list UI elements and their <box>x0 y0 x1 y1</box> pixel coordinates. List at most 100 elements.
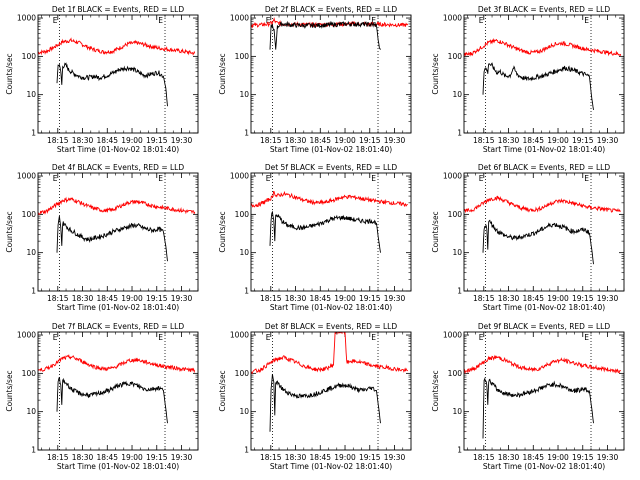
panel-title: Det 8f BLACK = Events, RED = LLD <box>265 322 398 331</box>
y-axis-label: Counts/sec <box>5 53 14 94</box>
x-tick-label: 19:00 <box>121 453 143 462</box>
panel-title: Det 7f BLACK = Events, RED = LLD <box>52 322 185 331</box>
time-marker-label: E <box>53 16 58 25</box>
x-tick-label: 19:30 <box>171 294 193 303</box>
x-tick-label: 19:30 <box>171 453 193 462</box>
x-tick-label: 18:45 <box>309 453 331 462</box>
x-tick-label: 18:30 <box>498 136 520 145</box>
x-tick-label: 18:30 <box>285 136 307 145</box>
detector-panel-6: Det 6f BLACK = Events, RED = LLD Counts/s… <box>431 163 625 312</box>
x-tick-label: 18:45 <box>309 136 331 145</box>
x-tick-label: 18:45 <box>309 294 331 303</box>
lld-series-line <box>251 190 408 208</box>
time-marker-label: E <box>584 174 589 183</box>
x-tick-label: 18:30 <box>285 294 307 303</box>
x-tick-label: 19:15 <box>146 453 168 462</box>
y-tick-label: 1 <box>31 129 36 138</box>
x-tick-label: 19:00 <box>547 294 569 303</box>
events-series-line <box>269 374 381 432</box>
x-axis-label: Start Time (01-Nov-02 18:01:40) <box>57 303 179 312</box>
detector-panel-5: Det 5f BLACK = Events, RED = LLD Counts/s… <box>218 163 412 312</box>
y-axis-label: Counts/sec <box>5 211 14 252</box>
panel-title: Det 9f BLACK = Events, RED = LLD <box>478 322 611 331</box>
y-tick-label: 10 <box>452 90 462 99</box>
y-tick-label: 1 <box>31 446 36 455</box>
time-marker-label: E <box>158 16 163 25</box>
x-tick-label: 19:15 <box>572 136 594 145</box>
plot-frame <box>463 331 625 451</box>
time-marker-label: E <box>158 174 163 183</box>
x-tick-label: 18:30 <box>72 294 94 303</box>
y-tick-label: 1000 <box>230 14 249 23</box>
x-tick-label: 19:00 <box>121 136 143 145</box>
x-axis-label: Start Time (01-Nov-02 18:01:40) <box>57 462 179 471</box>
x-tick-label: 18:45 <box>96 453 118 462</box>
y-tick-label: 1000 <box>17 331 36 340</box>
x-axis-label: Start Time (01-Nov-02 18:01:40) <box>57 145 179 154</box>
y-tick-label: 10 <box>239 90 249 99</box>
x-axis-label: Start Time (01-Nov-02 18:01:40) <box>270 462 392 471</box>
lld-series-line <box>464 37 622 57</box>
y-tick-label: 1000 <box>17 14 36 23</box>
plot-frame <box>463 14 625 134</box>
detector-panel-9: Det 9f BLACK = Events, RED = LLD Counts/s… <box>431 322 625 471</box>
y-tick-label: 1000 <box>230 172 249 181</box>
y-tick-label: 10 <box>452 407 462 416</box>
time-marker-label: E <box>584 16 589 25</box>
time-marker-label: E <box>266 16 271 25</box>
time-marker-label: E <box>266 333 271 342</box>
y-tick-label: 1 <box>244 129 249 138</box>
events-series-line <box>269 20 381 50</box>
y-axis-label: Counts/sec <box>5 370 14 411</box>
y-tick-label: 10 <box>26 248 36 257</box>
x-axis-label: Start Time (01-Nov-02 18:01:40) <box>270 303 392 312</box>
lld-series-line <box>251 332 409 375</box>
x-axis-label: Start Time (01-Nov-02 18:01:40) <box>483 462 605 471</box>
x-tick-label: 18:30 <box>72 136 94 145</box>
time-marker-label: E <box>371 333 376 342</box>
y-tick-label: 100 <box>235 210 250 219</box>
plot-frame <box>250 331 412 451</box>
x-tick-label: 19:30 <box>597 136 619 145</box>
x-tick-label: 18:30 <box>72 453 94 462</box>
x-axis-label: Start Time (01-Nov-02 18:01:40) <box>483 303 605 312</box>
plot-frame <box>250 14 412 134</box>
x-axis-label: Start Time (01-Nov-02 18:01:40) <box>483 145 605 154</box>
events-series-line <box>482 377 594 439</box>
x-tick-label: 18:30 <box>285 453 307 462</box>
panel-title: Det 4f BLACK = Events, RED = LLD <box>52 163 185 172</box>
x-tick-label: 18:15 <box>260 453 282 462</box>
y-axis-label: Counts/sec <box>431 53 440 94</box>
panel-title: Det 5f BLACK = Events, RED = LLD <box>265 163 398 172</box>
lld-series-line <box>38 37 196 56</box>
x-tick-label: 19:30 <box>384 453 406 462</box>
time-marker-label: E <box>371 16 376 25</box>
y-tick-label: 10 <box>239 407 249 416</box>
x-tick-label: 19:00 <box>547 453 569 462</box>
plot-frame <box>37 14 199 134</box>
time-marker-label: E <box>371 174 376 183</box>
x-tick-label: 18:45 <box>96 136 118 145</box>
x-tick-label: 18:45 <box>522 136 544 145</box>
y-tick-label: 10 <box>452 248 462 257</box>
x-tick-label: 18:15 <box>47 136 69 145</box>
x-tick-label: 19:15 <box>572 294 594 303</box>
x-tick-label: 19:30 <box>597 453 619 462</box>
y-tick-label: 100 <box>22 369 37 378</box>
time-marker-label: E <box>158 333 163 342</box>
y-tick-label: 10 <box>26 407 36 416</box>
detector-panel-3: Det 3f BLACK = Events, RED = LLD Counts/s… <box>431 5 625 154</box>
detector-panel-7: Det 7f BLACK = Events, RED = LLD Counts/s… <box>5 322 199 471</box>
time-marker-label: E <box>53 174 58 183</box>
lld-series-line <box>38 354 196 374</box>
time-marker-label: E <box>584 333 589 342</box>
x-tick-label: 19:15 <box>146 136 168 145</box>
y-tick-label: 1000 <box>443 172 462 181</box>
plot-frame <box>37 172 199 292</box>
x-tick-label: 19:15 <box>146 294 168 303</box>
x-tick-label: 19:00 <box>547 136 569 145</box>
x-tick-label: 19:30 <box>597 294 619 303</box>
y-tick-label: 1000 <box>443 14 462 23</box>
x-tick-label: 18:15 <box>473 294 495 303</box>
